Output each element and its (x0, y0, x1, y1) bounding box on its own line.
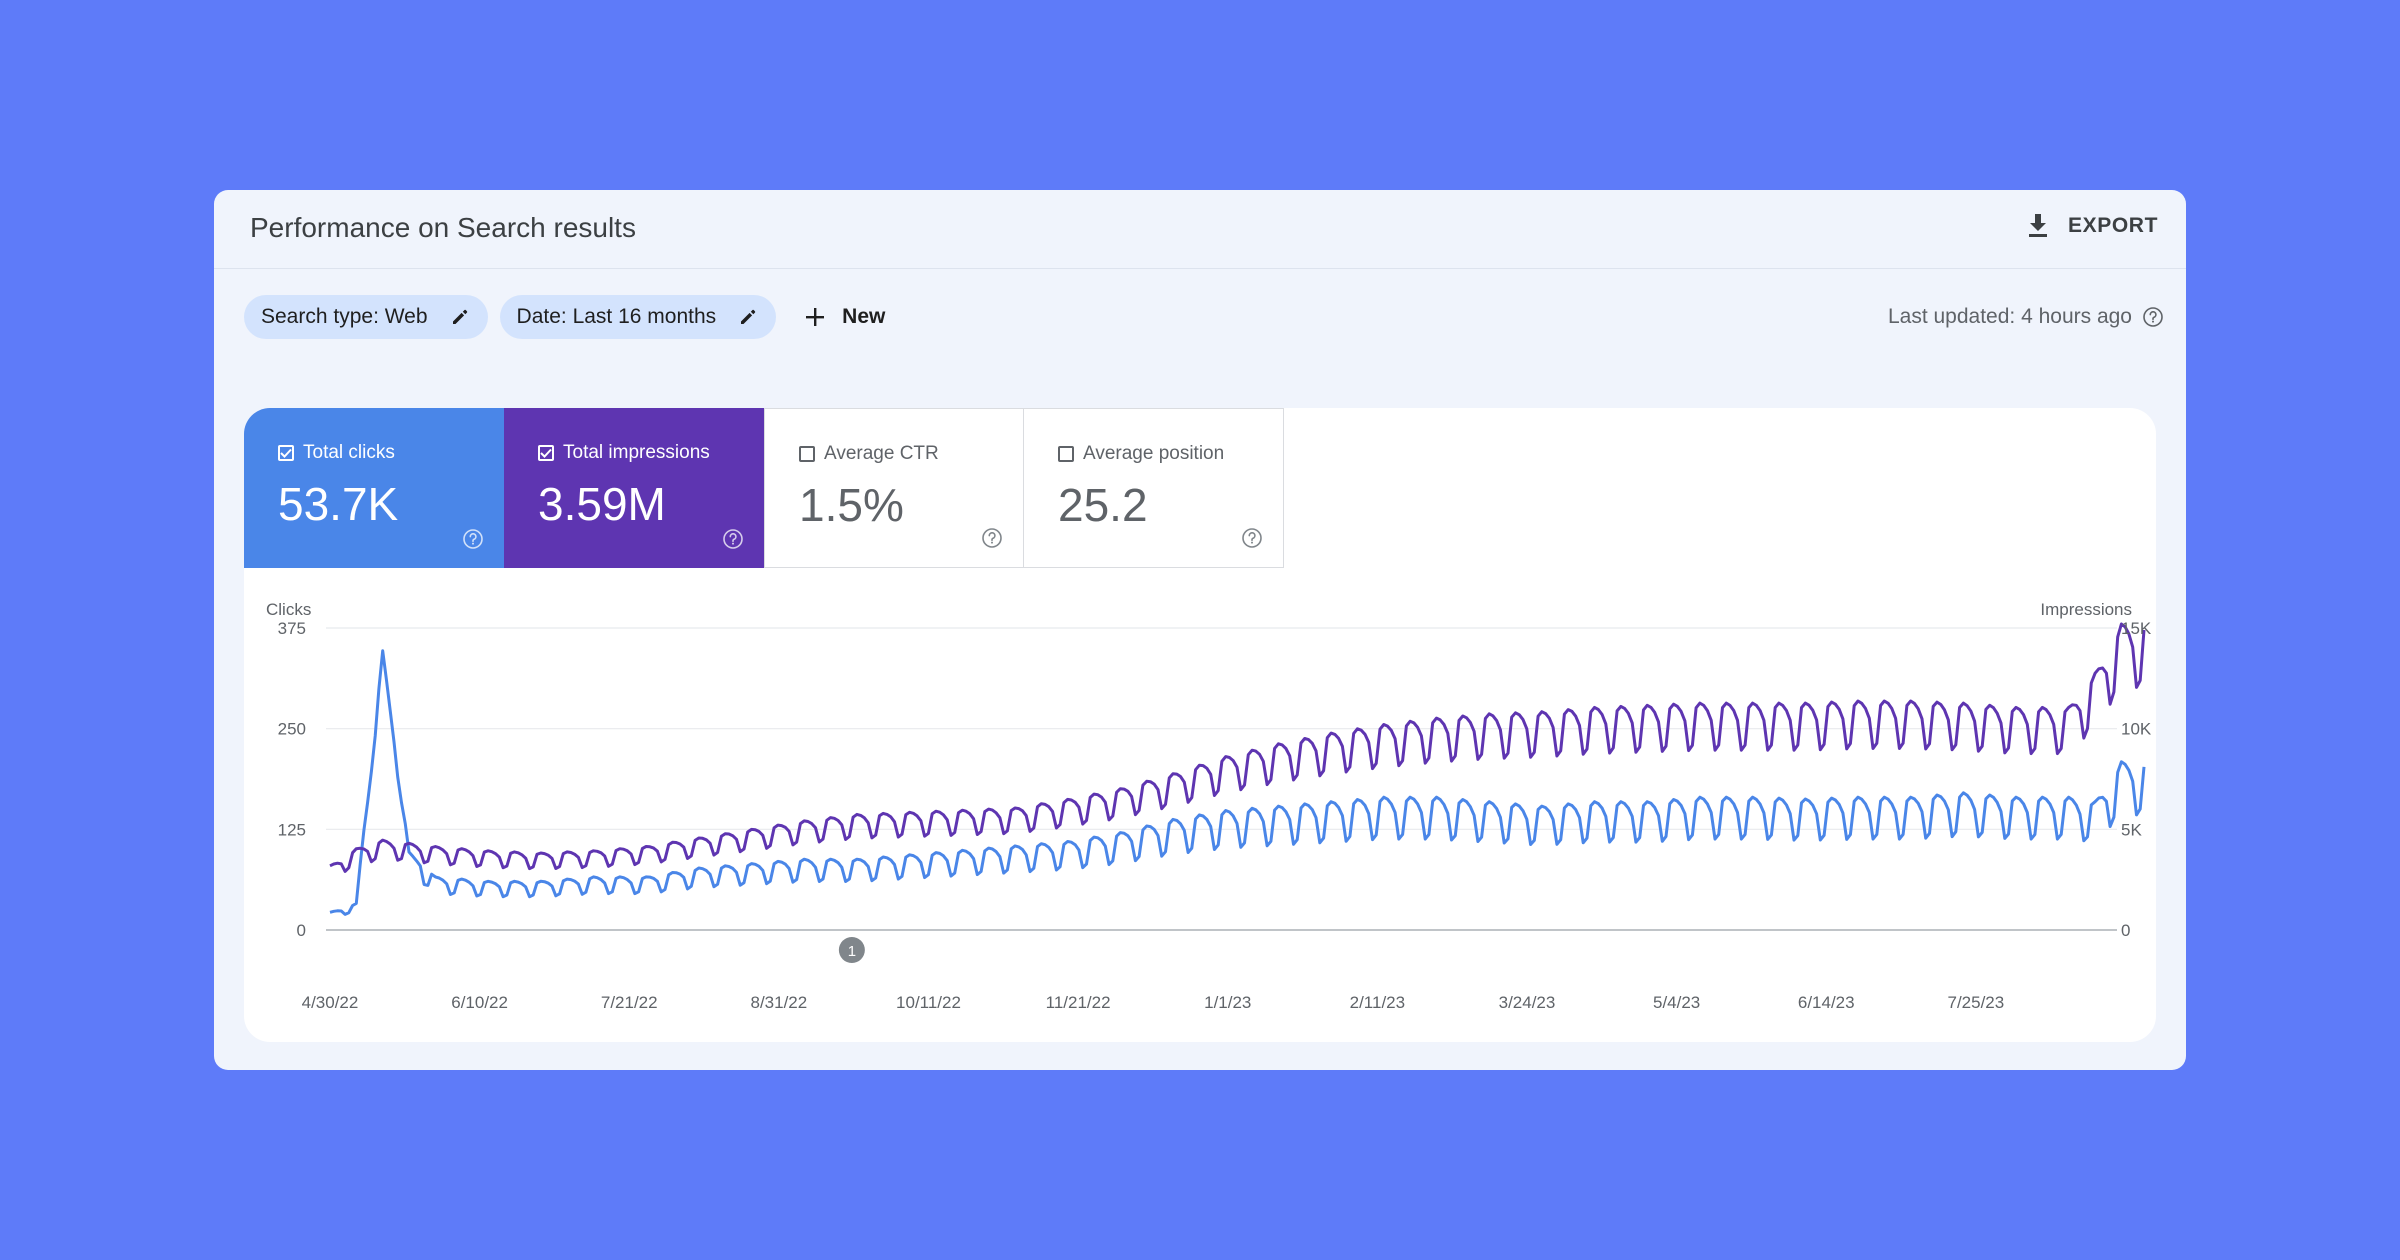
y-left-axis-label: Clicks (266, 600, 311, 619)
metric-tiles: Total clicks 53.7K Total impressions 3.5… (244, 408, 1284, 568)
performance-card: Total clicks 53.7K Total impressions 3.5… (244, 408, 2156, 1042)
help-icon[interactable] (981, 527, 1003, 549)
y-left-tick-label: 0 (297, 921, 306, 940)
performance-chart-svg: 375 15K 250 10K 125 5K 0 0 Clicks Impressions 4/30… (266, 600, 2152, 1012)
y-right-tick-label: 10K (2121, 720, 2152, 739)
checkbox-checked-icon[interactable] (278, 445, 294, 461)
metric-label: Total clicks (278, 442, 395, 464)
search-type-chip-label: Search type: Web (261, 305, 428, 328)
new-filter-label: New (842, 305, 886, 328)
metric-value: 25.2 (1058, 479, 1148, 531)
metric-label-text: Average CTR (824, 443, 939, 464)
metric-tile-average-position[interactable]: Average position 25.2 (1024, 408, 1284, 568)
export-button[interactable]: EXPORT (2026, 206, 2158, 246)
help-icon[interactable] (1241, 527, 1263, 549)
annotation-marker (838, 937, 865, 963)
help-icon[interactable] (462, 528, 484, 550)
x-tick-label: 6/10/22 (451, 993, 508, 1012)
series-line-impressions (329, 622, 2146, 873)
last-updated-text: Last updated: 4 hours ago (1887, 305, 2132, 328)
new-filter-button[interactable]: New (788, 295, 899, 339)
help-icon[interactable] (722, 528, 744, 550)
x-tick-label: 7/21/22 (601, 993, 658, 1012)
metric-label-text: Total impressions (563, 442, 710, 463)
checkbox-unchecked-icon[interactable] (1058, 446, 1074, 462)
metric-label: Average CTR (799, 443, 939, 465)
x-tick-label: 6/14/23 (1798, 993, 1855, 1012)
filter-bar: Search type: Web Date: Last 16 months Ne… (244, 294, 899, 340)
search-type-chip[interactable]: Search type: Web (244, 295, 488, 339)
page-title: Performance on Search results (250, 212, 636, 243)
checkbox-checked-icon[interactable] (538, 445, 554, 461)
series-line-clicks (329, 649, 2146, 916)
pencil-icon (452, 309, 467, 324)
performance-panel: Performance on Search results EXPORT Sea… (214, 190, 2186, 1070)
x-tick-label: 7/25/23 (1948, 993, 2005, 1012)
checkbox-unchecked-icon[interactable] (799, 446, 815, 462)
metric-label-text: Average position (1083, 443, 1225, 464)
x-tick-label: 5/4/23 (1653, 993, 1700, 1012)
pencil-icon (741, 309, 756, 324)
x-tick-label: 10/11/22 (896, 993, 961, 1012)
download-icon (2029, 214, 2048, 237)
plus-icon (806, 308, 825, 326)
last-updated: Last updated: 4 hours ago (1888, 294, 2164, 340)
x-tick-label: 1/1/23 (1204, 993, 1251, 1012)
y-right-tick-label: 15K (2121, 619, 2152, 638)
y-left-tick-label: 250 (278, 720, 306, 739)
y-right-tick-label: 5K (2121, 820, 2142, 839)
x-tick-label: 8/31/22 (751, 993, 808, 1012)
metric-value: 1.5% (799, 479, 904, 531)
x-tick-label: 3/24/23 (1499, 993, 1556, 1012)
x-tick-label: 2/11/23 (1350, 993, 1405, 1012)
metric-label: Total impressions (538, 442, 710, 464)
y-right-axis-label: Impressions (2040, 600, 2132, 619)
date-chip[interactable]: Date: Last 16 months (499, 295, 777, 339)
metric-value: 3.59M (538, 478, 666, 530)
export-label: EXPORT (2068, 214, 2158, 237)
y-left-tick-label: 375 (278, 619, 306, 638)
y-left-tick-label: 125 (278, 820, 306, 839)
date-chip-label: Date: Last 16 months (516, 305, 717, 328)
metric-label-text: Total clicks (303, 442, 395, 463)
x-tick-label: 11/21/22 (1046, 993, 1111, 1012)
performance-chart: 375 15K 250 10K 125 5K 0 0 Clicks Impressions 4/30… (244, 588, 2156, 1042)
metric-value: 53.7K (278, 478, 399, 530)
metric-tile-total-clicks[interactable]: Total clicks 53.7K (244, 408, 504, 568)
annotation-label: 1 (848, 943, 856, 960)
panel-header: Performance on Search results EXPORT (214, 190, 2186, 269)
metric-label: Average position (1058, 443, 1224, 465)
help-icon[interactable] (2142, 306, 2164, 328)
x-tick-label: 4/30/22 (302, 993, 359, 1012)
y-right-tick-label: 0 (2121, 921, 2130, 940)
metric-tile-average-ctr[interactable]: Average CTR 1.5% (764, 408, 1024, 568)
metric-tile-total-impressions[interactable]: Total impressions 3.59M (504, 408, 764, 568)
